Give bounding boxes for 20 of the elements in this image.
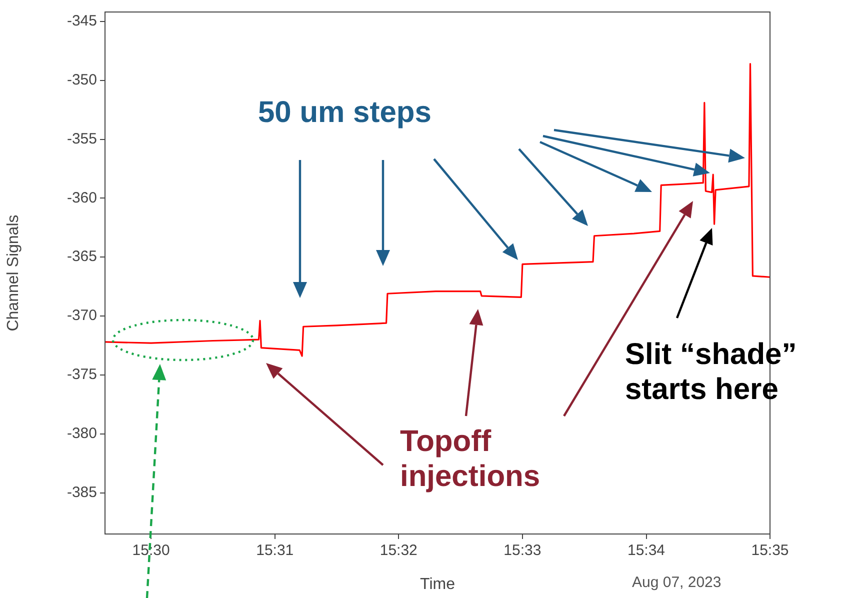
x-tick-label: 15:32	[380, 542, 418, 560]
annotation: Topoff injections	[400, 425, 542, 494]
x-tick-label: 15:31	[256, 542, 294, 560]
annotation: 50 um steps	[258, 96, 432, 130]
y-tick-label: -380	[66, 424, 97, 442]
text: Aug 07, 2023	[632, 574, 722, 592]
y-tick-label: -360	[66, 189, 97, 206]
y-tick-label: -375	[66, 366, 97, 384]
x-tick-label: 15:35	[751, 542, 789, 560]
x-tick-label: 15:30	[132, 542, 170, 560]
y-tick-label: -350	[66, 71, 97, 88]
y-tick-label: -385	[66, 484, 97, 501]
y-tick-label: -365	[66, 248, 97, 266]
y-tick-label: -345	[66, 12, 97, 30]
y-tick-label: -370	[66, 307, 97, 324]
x-tick-label: 15:34	[627, 542, 666, 560]
y-tick-label: -355	[66, 130, 97, 148]
y-axis-title: Channel Signals	[5, 214, 22, 332]
x-tick-label: 15:33	[504, 542, 542, 560]
x-axis-title: Time	[420, 576, 456, 593]
